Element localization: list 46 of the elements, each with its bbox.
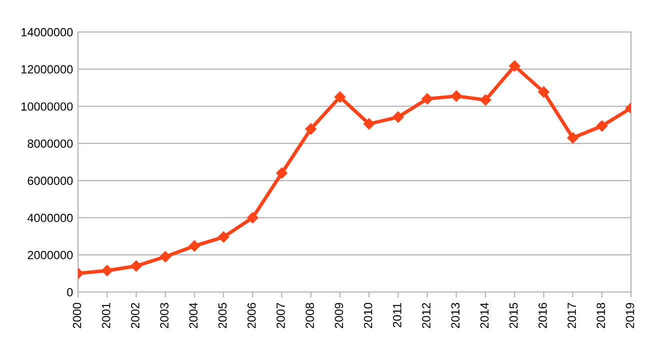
point <box>422 93 433 104</box>
x-tick-label: 2012 <box>422 303 430 328</box>
point <box>102 265 113 276</box>
point <box>305 123 316 135</box>
y-tick-label: 12000000 <box>22 65 73 74</box>
point <box>247 212 258 224</box>
x-tick-label: 2009 <box>334 302 344 328</box>
x-tick-label: 2008 <box>306 302 314 328</box>
x-tick-label: 2018 <box>596 302 606 328</box>
x-tick-label: 2003 <box>160 302 168 328</box>
point <box>130 260 142 272</box>
point <box>160 251 171 262</box>
x-tick-label: 2007 <box>276 303 285 328</box>
x-tick-label: 2005 <box>218 302 227 328</box>
y-tick-label: 6000000 <box>28 176 73 185</box>
x-tick-label: 2004 <box>189 302 198 328</box>
x-tick-label: 2002 <box>131 303 140 328</box>
point <box>334 91 346 103</box>
y-tick-label: 10000000 <box>22 102 73 111</box>
y-tick-label: 2000000 <box>28 250 73 260</box>
point <box>596 120 608 132</box>
x-tick-label: 2013 <box>451 302 460 328</box>
x-tick-label: 2015 <box>509 302 518 328</box>
point <box>363 118 375 130</box>
x-tick-label: 2017 <box>568 303 576 328</box>
x-tick-label: 2016 <box>538 302 547 328</box>
point <box>538 86 550 98</box>
y-tick-label: 4000000 <box>27 214 73 222</box>
point <box>450 90 462 102</box>
y-tick-label: 0 <box>67 288 73 296</box>
x-tick-label: 2001 <box>102 302 110 328</box>
point <box>188 240 200 252</box>
y-tick-label: 8000000 <box>28 139 73 148</box>
point <box>508 60 520 72</box>
y-tick-label: 14000000 <box>22 28 73 36</box>
point <box>276 168 288 179</box>
x-tick-label: 2010 <box>364 302 372 328</box>
x-tick-label: 2000 <box>72 302 82 328</box>
x-tick-label: 2014 <box>480 302 489 328</box>
x-tick-label: 2006 <box>247 302 256 328</box>
point <box>567 132 578 144</box>
point <box>392 111 404 123</box>
point <box>218 231 230 243</box>
x-tick-label: 2019 <box>626 302 634 328</box>
x-tick-label: 2011 <box>392 302 402 328</box>
point <box>480 94 492 106</box>
